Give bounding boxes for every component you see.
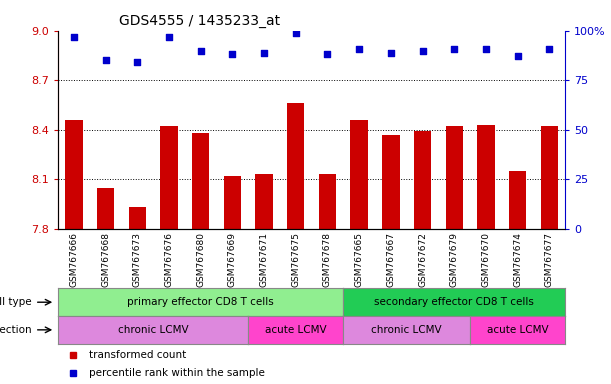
Bar <box>477 125 495 229</box>
Point <box>69 33 79 40</box>
Text: transformed count: transformed count <box>89 350 186 360</box>
Bar <box>382 135 400 229</box>
Bar <box>509 171 526 229</box>
Point <box>196 48 205 54</box>
Bar <box>65 120 82 229</box>
Point <box>544 45 554 51</box>
Text: primary effector CD8 T cells: primary effector CD8 T cells <box>127 297 274 307</box>
Point <box>323 51 332 58</box>
Bar <box>224 176 241 229</box>
Point <box>418 48 428 54</box>
Text: chronic LCMV: chronic LCMV <box>371 325 442 335</box>
Point <box>133 60 142 66</box>
Text: chronic LCMV: chronic LCMV <box>118 325 188 335</box>
Text: cell type: cell type <box>0 297 32 307</box>
Point <box>386 50 396 56</box>
Point <box>481 45 491 51</box>
Text: GDS4555 / 1435233_at: GDS4555 / 1435233_at <box>119 14 280 28</box>
Point <box>101 57 111 63</box>
Bar <box>287 103 304 229</box>
Point <box>259 50 269 56</box>
Bar <box>541 126 558 229</box>
Point <box>449 45 459 51</box>
Text: percentile rank within the sample: percentile rank within the sample <box>89 368 265 378</box>
Text: secondary effector CD8 T cells: secondary effector CD8 T cells <box>375 297 534 307</box>
Point <box>513 53 522 60</box>
Point <box>291 30 301 36</box>
Bar <box>351 120 368 229</box>
Point <box>354 45 364 51</box>
Bar <box>128 207 146 229</box>
Bar <box>160 126 178 229</box>
Point <box>227 51 237 58</box>
Bar <box>255 174 273 229</box>
Bar <box>414 131 431 229</box>
Bar <box>319 174 336 229</box>
Bar <box>97 188 114 229</box>
Bar <box>445 126 463 229</box>
Text: infection: infection <box>0 325 32 335</box>
Point <box>164 33 174 40</box>
Bar <box>192 133 210 229</box>
Text: acute LCMV: acute LCMV <box>265 325 326 335</box>
Text: acute LCMV: acute LCMV <box>487 325 549 335</box>
